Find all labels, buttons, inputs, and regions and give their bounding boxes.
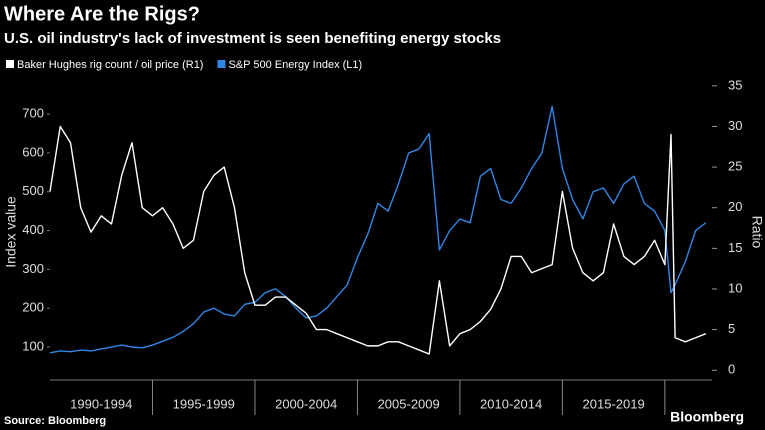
plot-area: 100 200 300 400 500 600 700 0 5 10 15 20 25 30 35 1990-… [22, 77, 742, 415]
series-line [49, 105, 707, 354]
y-tick-label: 200 [22, 300, 44, 315]
x-tick-label: 2015-2019 [583, 396, 645, 411]
legend: Baker Hughes rig count / oil price (R1) S… [6, 59, 362, 71]
y2-tick-label: 0 [728, 362, 735, 377]
y-tick-label: 100 [22, 338, 44, 353]
y2-tick-label: 15 [728, 240, 742, 255]
y2-tick-label: 5 [728, 321, 735, 336]
legend-label: S&P 500 Energy Index (L1) [228, 59, 362, 71]
x-tick-label: 1990-1994 [70, 396, 132, 411]
x-tick-label: 2010-2014 [480, 396, 542, 411]
y-tick-label: 600 [22, 144, 44, 159]
chart-title: Where Are the Rigs? [4, 3, 200, 25]
source: Source: Bloomberg [4, 415, 106, 427]
series-line [49, 125, 707, 355]
x-tick-label: 2005-2009 [378, 396, 440, 411]
y-tick-label: 500 [22, 183, 44, 198]
y-tick-label: 300 [22, 261, 44, 276]
y2-tick-label: 20 [728, 199, 742, 214]
legend-label: Baker Hughes rig count / oil price (R1) [17, 59, 203, 71]
legend-swatch [6, 60, 14, 68]
y-axis-label: Index value [3, 196, 19, 268]
y2-tick-label: 30 [728, 118, 742, 133]
y-tick-label: 700 [22, 106, 44, 121]
x-tick-label: 1995-1999 [173, 396, 235, 411]
y2-tick-label: 35 [728, 77, 742, 92]
brand: Bloomberg [670, 409, 744, 425]
legend-swatch [217, 60, 226, 68]
y-tick-label: 400 [22, 222, 44, 237]
y2-tick-label: 10 [728, 280, 742, 295]
chart-subtitle: U.S. oil industry's lack of investment i… [4, 30, 501, 47]
y2-tick-label: 25 [728, 159, 742, 174]
y2-axis-label: Ratio [749, 216, 765, 249]
x-tick-label: 2000-2004 [275, 396, 337, 411]
